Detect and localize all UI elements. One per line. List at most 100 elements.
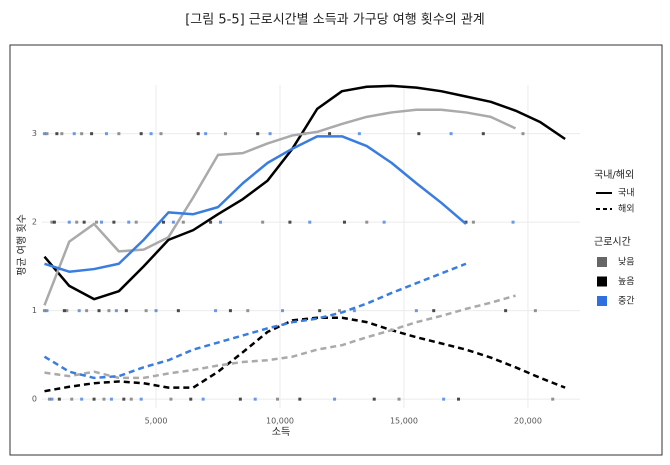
y-tick-label: 1 <box>32 306 37 315</box>
point <box>159 132 163 136</box>
x-axis-label: 소득 <box>272 426 290 438</box>
point <box>253 397 257 401</box>
point <box>57 397 61 401</box>
y-axis-label: 평균 여행 횟수 <box>16 214 28 276</box>
point <box>333 397 337 401</box>
point <box>288 220 292 224</box>
point <box>464 220 468 224</box>
legend-key <box>597 276 607 287</box>
point <box>65 309 69 313</box>
point <box>176 309 180 313</box>
point <box>504 309 508 313</box>
legend-label: 국내 <box>618 188 635 199</box>
point <box>280 309 284 313</box>
point <box>219 220 223 224</box>
legend-label: 낮음 <box>618 257 635 268</box>
point <box>154 309 158 313</box>
point <box>318 309 322 313</box>
point <box>144 309 148 313</box>
point <box>246 309 250 313</box>
point <box>228 309 232 313</box>
point <box>201 397 205 401</box>
point <box>204 132 208 136</box>
panel-border <box>9 44 663 456</box>
point <box>169 397 173 401</box>
x-tick-label: 20,000 <box>514 417 542 426</box>
point <box>432 309 436 313</box>
point <box>45 132 49 136</box>
point <box>149 132 153 136</box>
point <box>533 309 537 313</box>
legend-title: 근로시간 <box>594 236 631 248</box>
point <box>55 132 59 136</box>
legend-label: 높음 <box>618 276 635 287</box>
point <box>442 397 446 401</box>
point <box>511 220 515 224</box>
legend-key <box>597 257 607 267</box>
point <box>417 132 421 136</box>
line <box>43 262 467 380</box>
point <box>342 220 346 224</box>
point <box>268 132 272 136</box>
point <box>97 309 101 313</box>
point <box>42 132 46 136</box>
legend-title: 국내/해외 <box>594 168 634 181</box>
point <box>82 220 86 224</box>
point <box>372 397 376 401</box>
point <box>521 132 525 136</box>
point <box>80 132 84 136</box>
point <box>95 220 99 224</box>
line <box>43 84 566 301</box>
y-tick-label: 0 <box>32 395 37 404</box>
line <box>44 316 566 393</box>
line <box>44 135 467 273</box>
point <box>85 309 89 313</box>
point <box>171 220 175 224</box>
point <box>471 220 475 224</box>
legend-key <box>597 296 607 306</box>
point <box>42 309 46 313</box>
point <box>50 220 54 224</box>
point <box>72 132 76 136</box>
point <box>70 397 74 401</box>
point <box>457 397 461 401</box>
point <box>223 132 227 136</box>
point <box>80 397 84 401</box>
point <box>357 132 361 136</box>
point <box>449 132 453 136</box>
point <box>92 397 96 401</box>
point <box>90 132 94 136</box>
legend-label: 중간 <box>618 296 635 307</box>
point <box>328 132 332 136</box>
point <box>112 220 116 224</box>
point <box>189 397 193 401</box>
point <box>109 397 113 401</box>
point <box>256 132 260 136</box>
point <box>551 397 555 401</box>
point <box>50 397 54 401</box>
point <box>102 397 106 401</box>
chart-title: [그림 5-5] 근로시간별 소득과 가구당 여행 횟수의 관계 <box>185 12 485 28</box>
point <box>104 132 108 136</box>
x-tick-label: 5,000 <box>145 417 168 426</box>
point <box>161 220 165 224</box>
point <box>129 397 133 401</box>
point <box>114 309 118 313</box>
point <box>127 220 131 224</box>
point <box>139 132 143 136</box>
point <box>196 132 200 136</box>
point <box>414 309 418 313</box>
point <box>62 309 66 313</box>
point <box>60 132 64 136</box>
point <box>45 309 49 313</box>
y-tick-label: 3 <box>32 129 37 138</box>
point <box>107 309 111 313</box>
point <box>382 220 386 224</box>
point <box>238 397 242 401</box>
x-tick-label: 15,000 <box>390 417 418 426</box>
point <box>124 309 128 313</box>
point <box>139 397 143 401</box>
point <box>181 220 185 224</box>
point <box>75 220 79 224</box>
